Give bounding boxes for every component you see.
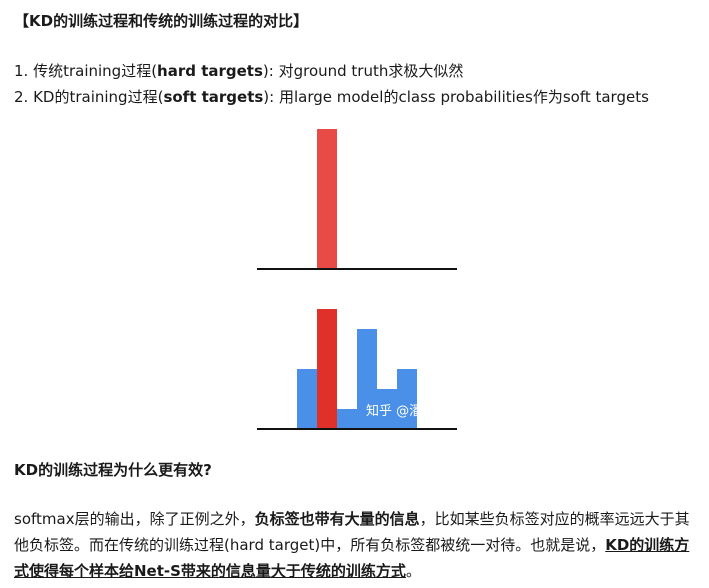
list-item-bold: soft targets xyxy=(163,88,264,106)
class-bar-3 xyxy=(337,409,357,429)
list-item-prefix: 2. KD的training过程( xyxy=(14,88,164,106)
para-conclusion: KD的训练方式使得每个样本给Net-S带来的信息量大于传统的训练方式 xyxy=(14,536,690,580)
list-item-hard: 1. 传统training过程(hard targets): 对ground t… xyxy=(14,60,463,81)
class-bar-5 xyxy=(377,389,397,429)
para-text: ，比如某些负标签对应的概率远远大于其他负标签。而在传统的训练过程(hard ta… xyxy=(14,510,690,554)
class-bar-1 xyxy=(297,369,317,429)
class-bar-4 xyxy=(357,329,377,429)
list-item-bold: hard targets xyxy=(157,62,263,80)
question-heading: KD的训练过程为什么更有效? xyxy=(14,461,212,479)
section-title: 【KD的训练过程和传统的训练过程的对比】 xyxy=(14,12,309,30)
list-item-suffix: ): 用large model的class probabilities作为sof… xyxy=(263,88,649,106)
target-bar-2 xyxy=(317,129,337,269)
comparison-figure: 知乎 @潘小小 xyxy=(257,129,457,430)
watermark: 知乎 @潘小小 xyxy=(366,403,448,419)
list-item-soft: 2. KD的training过程(soft targets): 用large m… xyxy=(14,86,649,107)
explanation-paragraph: softmax层的输出，除了正例之外，负标签也带有大量的信息，比如某些负标签对应… xyxy=(14,506,700,584)
class-bar-6 xyxy=(397,369,417,429)
list-item-prefix: 1. 传统training过程( xyxy=(14,62,158,80)
para-emphasis: 负标签也带有大量的信息 xyxy=(254,510,420,528)
hard-target-chart xyxy=(257,129,457,270)
soft-target-chart xyxy=(257,309,457,430)
target-bar-2 xyxy=(317,309,337,429)
list-item-suffix: ): 对ground truth求极大似然 xyxy=(262,62,464,80)
para-text: 。 xyxy=(405,562,421,580)
para-text: softmax层的输出，除了正例之外， xyxy=(14,510,255,528)
